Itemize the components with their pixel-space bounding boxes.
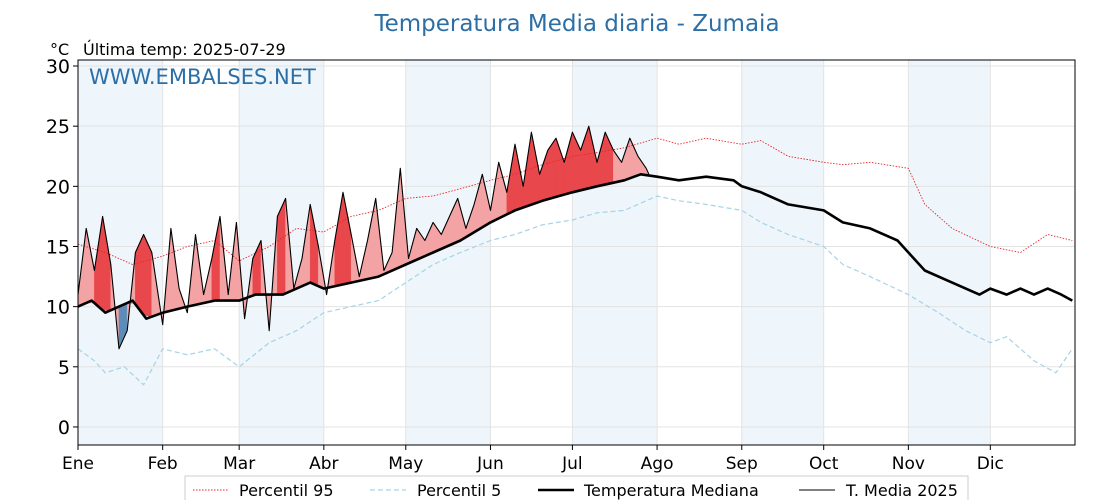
x-tick-label: Feb: [148, 454, 178, 474]
legend-label-median: Temperatura Mediana: [583, 481, 759, 500]
y-tick-label: 30: [46, 56, 70, 78]
x-tick-label: Abr: [309, 454, 338, 474]
above-median-fill: [539, 150, 549, 203]
above-median-fill: [334, 192, 344, 287]
series-line-percentil-5: [77, 195, 1073, 386]
x-tick-label: Oct: [809, 454, 839, 474]
y-tick-label: 15: [46, 236, 70, 258]
y-tick-label: 20: [46, 176, 70, 198]
month-band: [741, 60, 824, 445]
y-tick-label: 5: [58, 357, 70, 379]
legend-box: [184, 475, 969, 500]
x-tick-label: Jul: [561, 454, 583, 474]
y-tick-label: 25: [46, 116, 70, 138]
x-tick-label: Sep: [726, 454, 758, 474]
x-tick-label: Nov: [892, 454, 925, 474]
legend-label-p95: Percentil 95: [239, 481, 334, 500]
series-lines: [77, 125, 1073, 386]
last-temp-label: Última temp: 2025-07-29: [83, 40, 286, 59]
above-median-fill: [555, 138, 565, 198]
above-median-fill: [506, 144, 516, 215]
x-tick-label: May: [388, 454, 423, 474]
above-median-fill: [211, 216, 221, 302]
x-tick-label: Ago: [641, 454, 674, 474]
series-line-temperatura-mediana: [77, 173, 1073, 320]
watermark: WWW.EMBALSES.NET: [89, 65, 316, 89]
x-axis: Ene Feb Mar Abr May Jun Jul Ago Sep Oct Nov Dic: [62, 445, 1004, 474]
legend-label-current: T. Media 2025: [845, 481, 958, 500]
above-median-fill: [547, 137, 557, 200]
month-band: [572, 60, 658, 445]
x-tick-label: Ene: [62, 454, 94, 474]
unit-label: °C: [50, 40, 69, 59]
above-median-fill: [342, 192, 352, 285]
y-axis: 0 5 10 15 20 25 30: [46, 56, 78, 439]
month-band: [908, 60, 991, 445]
y-tick-label: 0: [58, 417, 70, 439]
series-line-t-media-2025: [77, 125, 650, 350]
anomaly-fills: [77, 126, 650, 349]
x-tick-label: Dic: [977, 454, 1004, 474]
x-tick-label: Jun: [476, 454, 504, 474]
plot-frame: [77, 59, 1076, 446]
legend: Percentil 95 Percentil 5 Temperatura Med…: [184, 475, 969, 500]
legend-label-p5: Percentil 5: [417, 481, 501, 500]
above-median-fill: [563, 132, 573, 195]
x-tick-label: Mar: [223, 454, 255, 474]
y-tick-label: 10: [46, 297, 70, 319]
month-bands: [78, 60, 991, 445]
series-line-percentil-95: [77, 137, 1073, 265]
chart-title: Temperatura Media diaria - Zumaia: [373, 11, 779, 37]
above-median-fill: [498, 162, 508, 219]
above-median-fill: [367, 198, 376, 280]
